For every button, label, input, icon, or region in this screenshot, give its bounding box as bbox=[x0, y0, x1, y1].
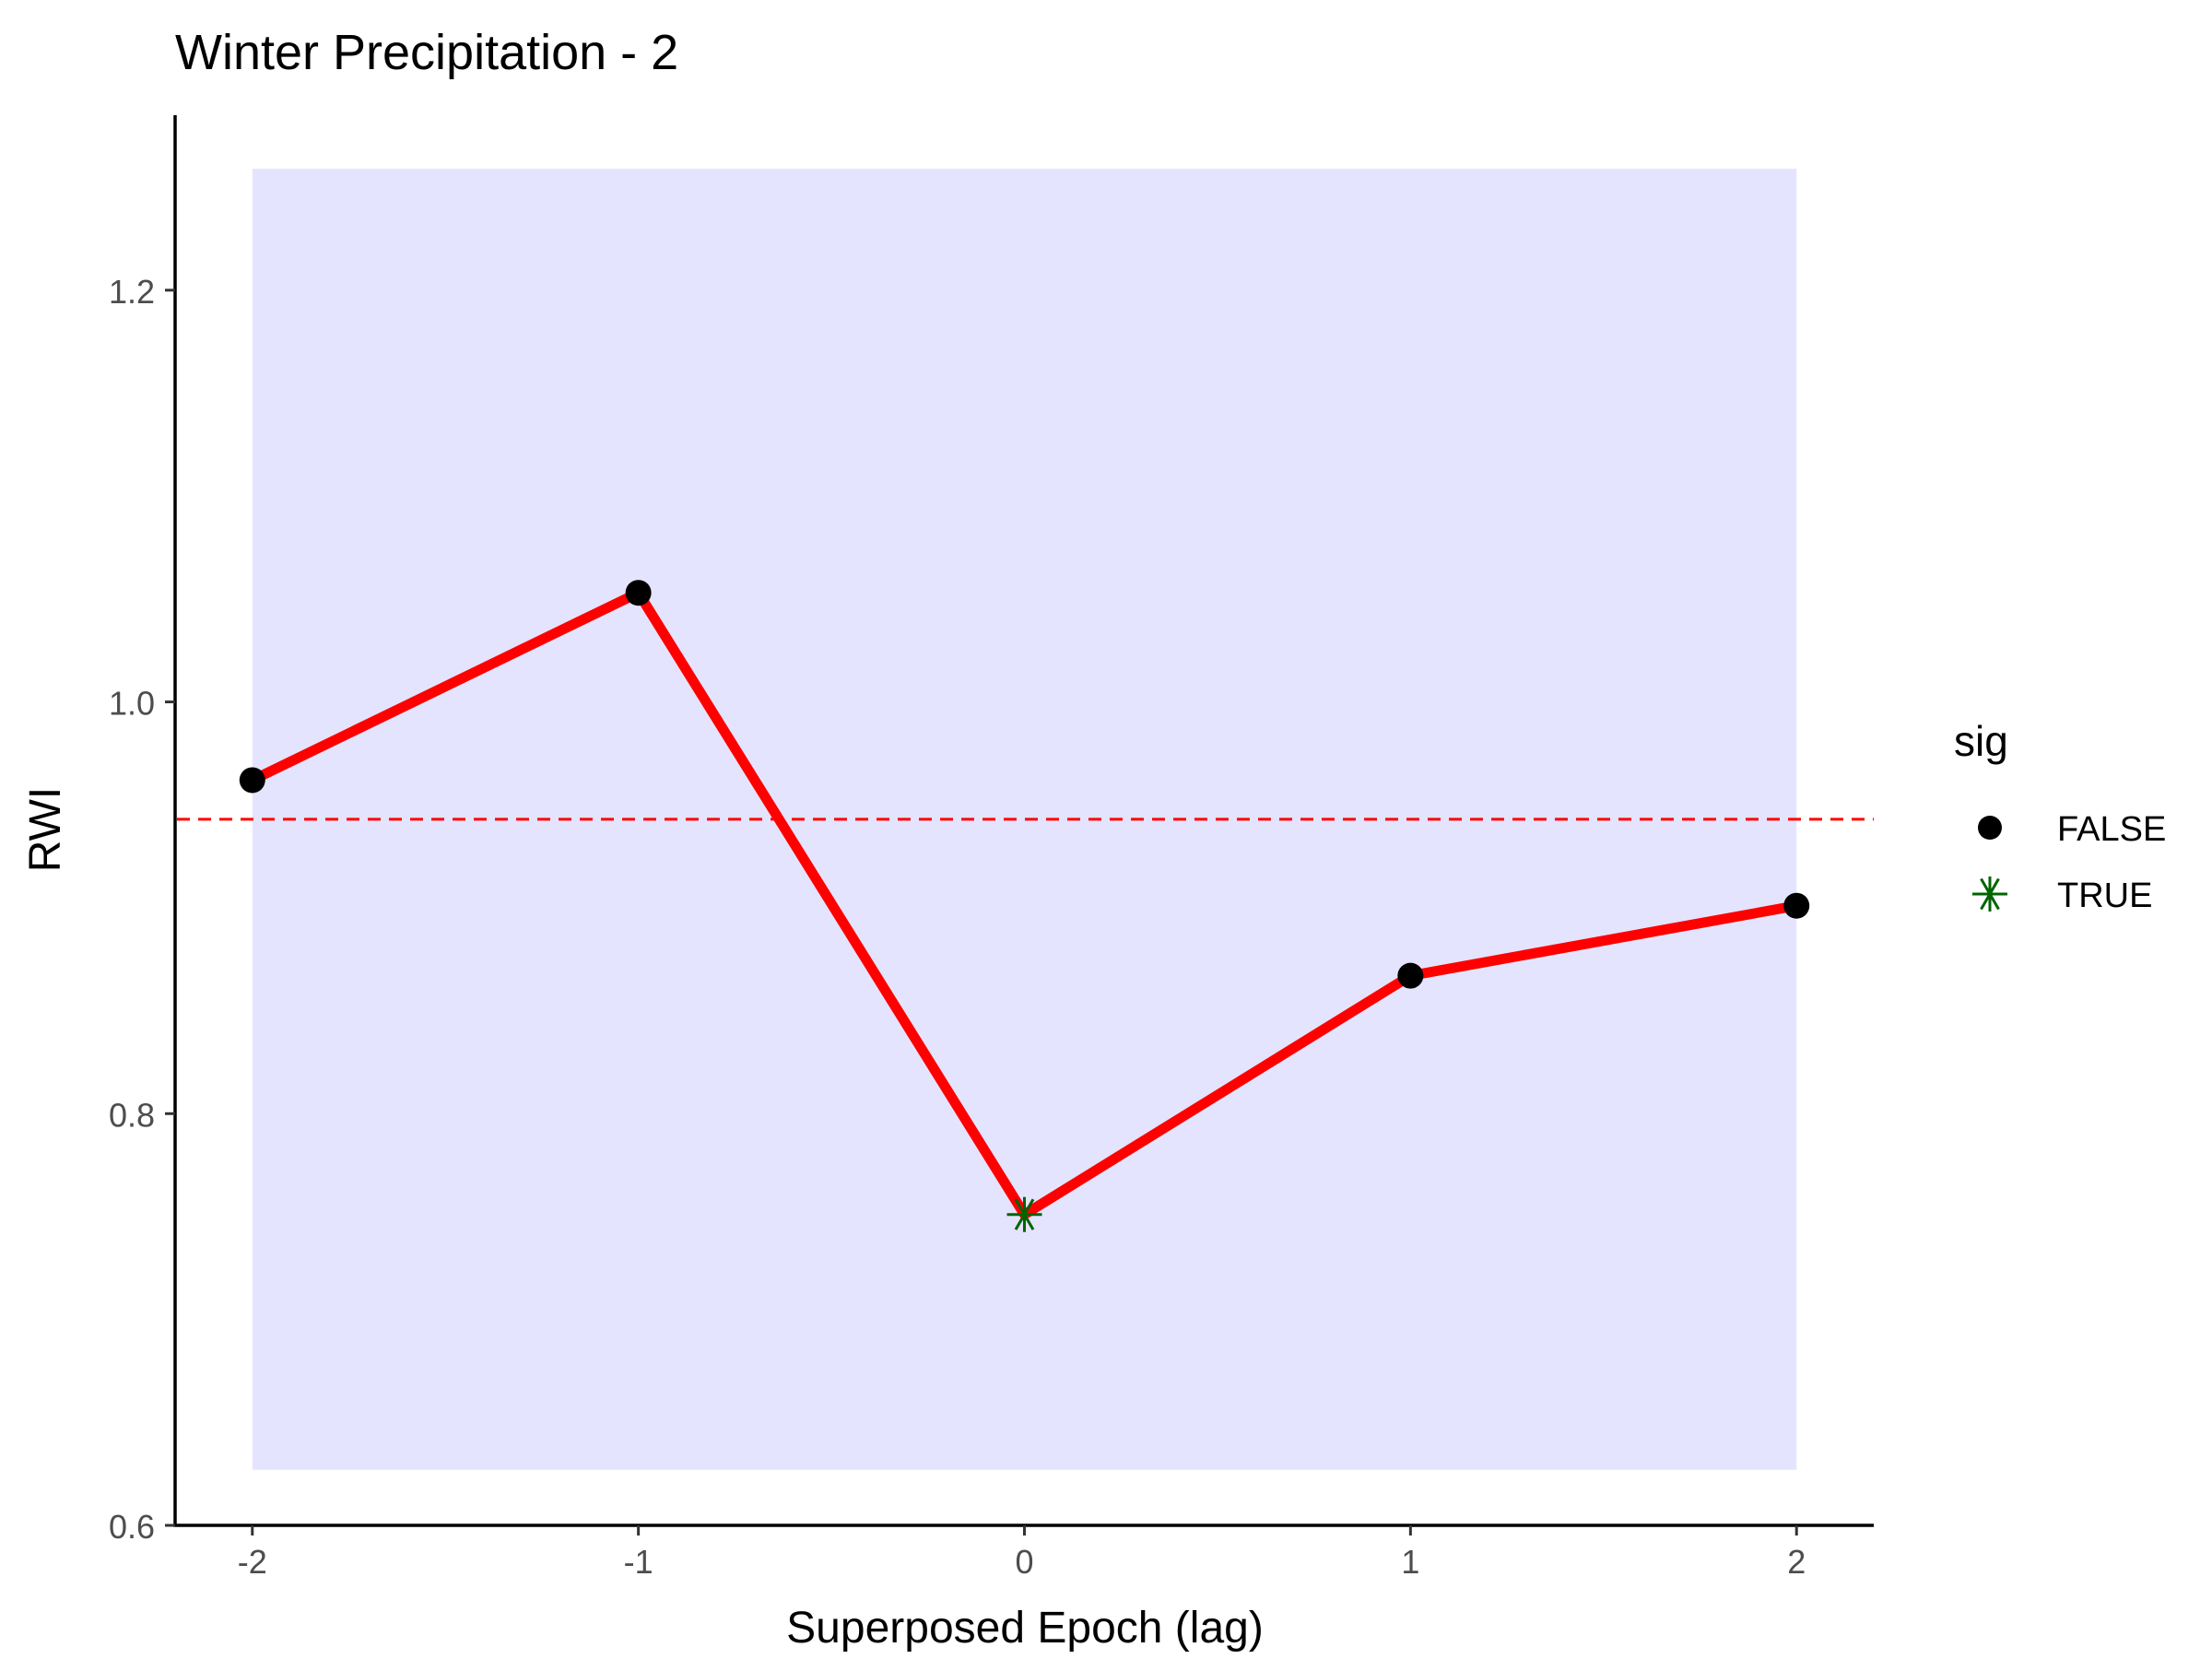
data-point bbox=[239, 767, 265, 794]
x-tick-label: 2 bbox=[1787, 1543, 1806, 1581]
y-tick-label: 0.6 bbox=[109, 1508, 155, 1546]
x-tick-label: -2 bbox=[238, 1543, 267, 1581]
y-axis-label: RWI bbox=[21, 787, 70, 872]
legend-key-true bbox=[1972, 877, 2007, 912]
y-tick-label: 1.0 bbox=[109, 685, 155, 723]
x-tick-label: 0 bbox=[1015, 1543, 1033, 1581]
x-axis-ticks: -2 -1 0 1 2 bbox=[238, 1525, 1806, 1581]
series-layer bbox=[239, 580, 1810, 1232]
y-axis-ticks: 0.6 0.8 1.0 1.2 bbox=[109, 273, 175, 1546]
x-axis-label: Superposed Epoch (lag) bbox=[786, 1604, 1264, 1653]
legend-label: TRUE bbox=[2057, 877, 2152, 915]
x-tick-label: 1 bbox=[1401, 1543, 1419, 1581]
legend-title: sig bbox=[1954, 717, 2008, 765]
legend-label: FALSE bbox=[2057, 810, 2166, 849]
data-point bbox=[1783, 892, 1810, 919]
y-tick-label: 1.2 bbox=[109, 273, 155, 311]
legend-key-false bbox=[1978, 816, 2002, 840]
legend-entries: FALSE TRUE bbox=[1972, 810, 2166, 915]
data-point-sig-true bbox=[1006, 1196, 1042, 1232]
chart-title: Winter Precipitation - 2 bbox=[175, 25, 678, 80]
x-tick-label: -1 bbox=[624, 1543, 653, 1581]
legend: sig FALSE TRUE bbox=[1954, 717, 2166, 915]
y-tick-label: 0.8 bbox=[109, 1096, 155, 1134]
data-point bbox=[1397, 962, 1424, 989]
data-point bbox=[625, 580, 652, 606]
